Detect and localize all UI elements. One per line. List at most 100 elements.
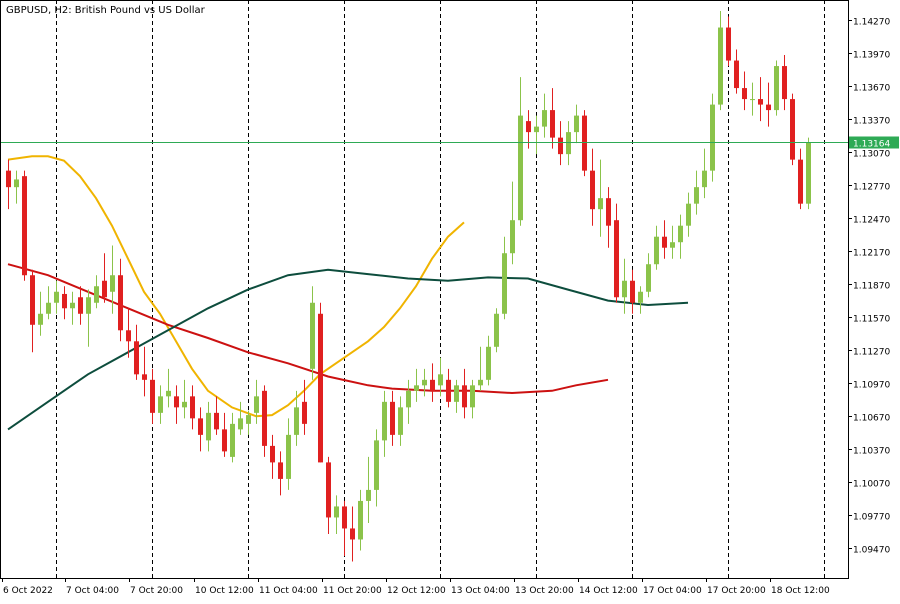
x-tick-label: 10 Oct 12:00 [195,586,254,596]
candle [374,429,379,507]
candle [422,368,427,397]
candle [390,390,395,446]
candle-body [334,506,339,518]
current-price-label: 1.13164 [853,140,890,150]
candle [78,286,83,325]
candle [46,286,51,320]
candle [766,82,771,127]
candle [494,308,499,353]
candle [510,181,515,265]
candle-body [262,390,267,446]
candle-body [326,462,331,518]
x-tick-label: 7 Oct 04:00 [66,586,119,596]
candle-body [734,60,739,89]
candle-body [150,379,155,413]
candle [318,302,323,463]
candle [166,368,171,408]
candle-body [758,99,763,105]
candle-body [318,313,323,463]
candle-body [414,385,419,391]
y-tick-label: 1.10970 [853,381,890,391]
candle-body [342,506,347,529]
candle [758,77,763,122]
candle-body [358,500,363,540]
x-tick-label: 17 Oct 20:00 [707,586,766,596]
candle-body [430,379,435,391]
candle-body [278,462,283,479]
candle [238,401,243,435]
candle-body [798,159,803,204]
candle [710,93,715,182]
x-tick-label: 6 Oct 2022 [3,586,53,596]
candle [534,115,539,155]
candle-body [238,418,243,430]
candle-body [710,104,715,171]
candle [14,170,19,204]
candle-body [558,137,563,155]
candle [62,286,67,320]
candle-body [302,401,307,424]
candle [134,324,139,380]
candle [342,500,347,556]
candle-body [502,253,507,314]
candle [622,258,627,314]
y-tick-label: 1.12170 [853,249,890,259]
candle-body [110,275,115,292]
candle-body [118,275,123,331]
candle [454,379,459,413]
candle-body [246,415,251,424]
candle [462,368,467,419]
candle-body [686,203,691,226]
candle-body [622,280,627,298]
candle [630,269,635,314]
candle [574,104,579,144]
candle-body [14,179,19,188]
y-tick-label: 1.13070 [853,150,890,160]
candle [654,225,659,270]
candle [206,401,211,452]
candle [158,385,163,424]
candle [126,308,131,358]
candle [382,390,387,457]
candle-body [694,187,699,204]
ma-line [7,263,609,395]
candle [678,214,683,259]
candle [430,363,435,402]
candle-body [174,396,179,408]
time-axis: 6 Oct 2022 7 Oct 04:00 7 Oct 20:00 10 Oct 1… [2,578,830,596]
candle-body [478,379,483,386]
y-tick-label: 1.09770 [853,513,890,523]
candle-body [550,110,555,138]
candle-body [422,379,427,386]
candle [102,253,107,303]
candle [750,82,755,116]
chart-title: GBPUSD, H2: British Pound vs US Dollar [6,5,206,16]
y-tick-label: 1.10670 [853,414,890,424]
candle [638,286,643,314]
candle [118,258,123,342]
candle-body [806,142,811,204]
candle-body [350,528,355,540]
candle [790,93,795,166]
y-tick-label: 1.09470 [853,546,890,556]
candle-body [222,429,227,452]
candle-body [94,286,99,303]
candle-body [606,198,611,226]
candle-body [454,385,459,402]
candle-body [134,341,139,375]
current-price-box [849,136,899,149]
y-tick-label: 1.10370 [853,447,890,457]
candle-body [6,170,11,188]
candle [174,385,179,424]
candle [398,396,403,446]
candle [798,148,803,210]
candle-body [742,88,747,100]
candle [358,489,363,551]
candle-body [614,220,619,298]
candles [6,11,811,562]
candle [6,159,11,210]
candle [230,412,235,463]
